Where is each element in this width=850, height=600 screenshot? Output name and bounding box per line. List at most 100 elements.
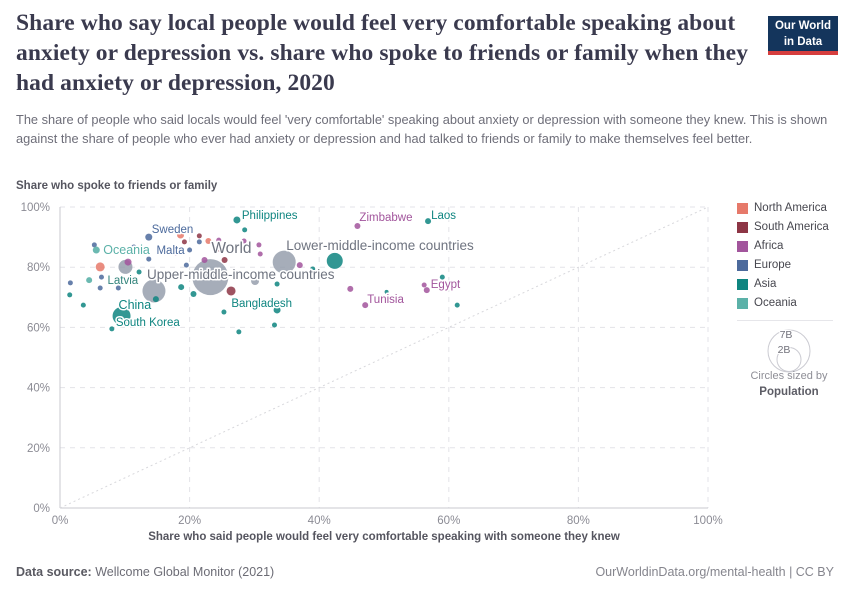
data-point-europe[interactable]: [183, 262, 189, 268]
legend-swatch: [737, 297, 748, 309]
data-point-south-america[interactable]: [196, 233, 202, 239]
chart-subtitle: The share of people who said locals woul…: [16, 112, 828, 147]
data-point-europe[interactable]: [67, 280, 73, 286]
data-point-europe[interactable]: [131, 244, 137, 250]
owid-logo-line1: Our World: [774, 20, 831, 32]
legend-label: Asia: [754, 278, 777, 290]
data-point-lower-middle-income-countries[interactable]: [272, 250, 296, 274]
point-label: Tunisia: [367, 294, 404, 306]
data-point-egypt[interactable]: [423, 287, 430, 294]
owid-logo[interactable]: Our World in Data: [768, 16, 838, 55]
data-point-world[interactable]: [192, 259, 229, 296]
y-tick-label: 60%: [27, 322, 50, 334]
size-legend-small-circle: [776, 347, 802, 372]
data-point-europe[interactable]: [115, 285, 121, 291]
data-point-asia[interactable]: [178, 284, 185, 291]
data-point-africa[interactable]: [257, 251, 263, 257]
data-point-aggregates[interactable]: [251, 277, 260, 286]
x-axis-title: Share who said people would feel very co…: [148, 531, 620, 543]
y-axis-title: Share who spoke to friends or family: [16, 180, 218, 192]
data-point-malta[interactable]: [187, 247, 193, 253]
size-legend-big-label: 7B: [780, 329, 793, 341]
data-point-asia[interactable]: [152, 296, 159, 303]
footer: Data source: Wellcome Global Monitor (20…: [16, 565, 834, 579]
data-point-asia[interactable]: [221, 309, 227, 315]
data-point-upper-middle-income-countries[interactable]: [142, 279, 166, 303]
data-source-value: Wellcome Global Monitor (2021): [91, 565, 275, 579]
data-point-africa[interactable]: [296, 262, 303, 269]
data-point-africa[interactable]: [347, 285, 354, 292]
data-point-asia[interactable]: [190, 290, 197, 297]
data-point-europe[interactable]: [91, 242, 97, 248]
data-point-asia[interactable]: [454, 302, 460, 308]
data-point-asia[interactable]: [439, 274, 445, 280]
data-point-europe[interactable]: [146, 256, 152, 262]
data-point-laos[interactable]: [425, 218, 432, 225]
data-point-oceania[interactable]: [86, 277, 93, 284]
data-point-china[interactable]: [112, 306, 131, 325]
data-point-north-america[interactable]: [205, 238, 212, 245]
point-label: Sweden: [152, 224, 194, 236]
data-point-asia[interactable]: [310, 266, 316, 272]
data-point-north-america[interactable]: [177, 231, 185, 239]
data-point-zimbabwe[interactable]: [354, 222, 361, 229]
y-tick-label: 40%: [27, 383, 50, 395]
data-point-europe[interactable]: [196, 239, 202, 245]
point-label: Zimbabwe: [359, 212, 412, 224]
data-point-oceania[interactable]: [92, 246, 100, 254]
data-point-asia[interactable]: [67, 292, 73, 298]
data-point-asia[interactable]: [271, 322, 277, 328]
data-point-south-america[interactable]: [181, 239, 187, 245]
data-point-asia[interactable]: [136, 269, 142, 275]
data-point-bangladesh[interactable]: [273, 306, 281, 314]
attribution-link[interactable]: OurWorldinData.org/mental-health | CC BY: [595, 565, 834, 579]
data-point-africa[interactable]: [421, 282, 427, 288]
legend-item-europe[interactable]: Europe: [737, 259, 829, 271]
data-point-africa[interactable]: [241, 238, 247, 244]
data-point-africa[interactable]: [216, 237, 222, 243]
data-point-south-america[interactable]: [226, 286, 236, 296]
data-point-asia[interactable]: [384, 289, 389, 294]
y-tick-label: 100%: [21, 202, 50, 214]
data-point-philippines[interactable]: [233, 216, 241, 224]
data-point-africa[interactable]: [124, 258, 132, 266]
data-point-asia[interactable]: [80, 302, 86, 308]
legend-item-north-america[interactable]: North America: [737, 202, 829, 214]
legend-item-south-america[interactable]: South America: [737, 221, 829, 233]
data-point-africa[interactable]: [256, 242, 262, 248]
size-legend-small-label: 2B: [778, 344, 791, 356]
data-point-asia[interactable]: [236, 329, 242, 335]
data-point-asia[interactable]: [242, 227, 248, 233]
size-legend-big-circle: [767, 329, 811, 373]
legend-label: Oceania: [754, 297, 797, 309]
legend-label: Africa: [754, 240, 784, 252]
point-label: Egypt: [431, 279, 461, 291]
data-point-africa[interactable]: [201, 256, 208, 263]
data-source: Data source: Wellcome Global Monitor (20…: [16, 565, 274, 579]
data-point-north-america[interactable]: [95, 262, 105, 272]
legend-item-asia[interactable]: Asia: [737, 278, 829, 290]
legend-item-africa[interactable]: Africa: [737, 240, 829, 252]
size-legend-caption-text: Circles sized by: [750, 370, 828, 382]
point-label: Upper-middle-income countries: [147, 267, 335, 282]
point-label: Philippines: [242, 210, 298, 222]
data-point-south-america[interactable]: [216, 246, 222, 252]
point-label: Laos: [431, 210, 456, 222]
data-point-europe[interactable]: [97, 285, 103, 291]
data-point-south-america[interactable]: [216, 274, 222, 280]
data-point-asia[interactable]: [274, 281, 280, 287]
data-point-south-korea[interactable]: [109, 326, 115, 332]
point-label: Lower-middle-income countries: [286, 238, 474, 253]
y-tick-label: 20%: [27, 443, 50, 455]
data-point-south-america[interactable]: [221, 256, 228, 263]
data-point-tunisia[interactable]: [362, 302, 369, 309]
x-tick-label: 40%: [308, 515, 331, 527]
data-point-sweden[interactable]: [145, 233, 153, 241]
data-point-asia[interactable]: [326, 252, 343, 269]
legend-swatch: [737, 221, 748, 233]
legend-item-oceania[interactable]: Oceania: [737, 297, 829, 309]
size-legend-caption: Circles sized by Population: [732, 369, 846, 400]
data-point-latvia[interactable]: [98, 274, 104, 280]
data-point-africa[interactable]: [173, 250, 179, 256]
point-label: Bangladesh: [231, 298, 292, 310]
